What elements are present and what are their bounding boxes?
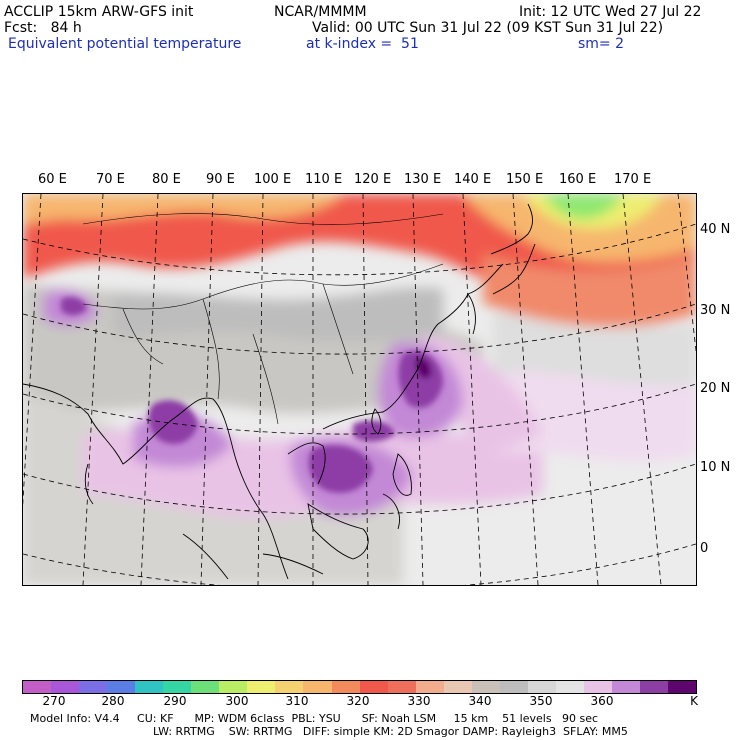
lon-label: 150 E xyxy=(506,172,544,187)
colorbar-swatch xyxy=(331,681,360,693)
colorbar-tick-label: 360 xyxy=(590,694,614,708)
init-time: Init: 12 UTC Wed 27 Jul 22 xyxy=(519,4,702,20)
colorbar-tick-label: 350 xyxy=(529,694,553,708)
colorbar-swatch xyxy=(275,681,304,693)
title-model: ACCLIP 15km ARW-GFS init xyxy=(4,4,194,20)
colorbar-tick-label: 280 xyxy=(101,694,125,708)
colorbar-swatch xyxy=(415,681,444,693)
colorbar-swatch xyxy=(135,681,164,693)
colorbar-swatch xyxy=(611,681,641,693)
colorbar-tick-label: 330 xyxy=(407,694,431,708)
colorbar-swatch xyxy=(79,681,108,693)
colorbar-swatch xyxy=(583,681,612,693)
colorbar-swatch xyxy=(387,681,416,693)
smoothing: sm= 2 xyxy=(578,36,625,52)
colorbar-tick-label: 290 xyxy=(163,694,187,708)
colorbar-swatch xyxy=(471,681,500,693)
lon-label: 140 E xyxy=(454,172,492,187)
lon-label: 80 E xyxy=(152,172,181,187)
theta-e-map xyxy=(23,194,696,585)
colorbar-swatch xyxy=(527,681,556,693)
colorbar-swatch xyxy=(191,681,220,693)
colorbar-tick-label: 310 xyxy=(285,694,309,708)
field-name: Equivalent potential temperature xyxy=(8,36,242,52)
colorbar-tick-label: 320 xyxy=(346,694,370,708)
forecast-hour: Fcst: 84 h xyxy=(4,20,82,36)
colorbar-swatch xyxy=(219,681,248,693)
colorbar-swatch xyxy=(23,681,52,693)
colorbar-units: K xyxy=(690,694,698,708)
lon-label: 60 E xyxy=(38,172,67,187)
lon-label: 160 E xyxy=(559,172,597,187)
colorbar-tick-label: 270 xyxy=(42,694,66,708)
lon-label: 120 E xyxy=(354,172,392,187)
colorbar-swatch xyxy=(499,681,528,693)
colorbar xyxy=(22,680,697,694)
colorbar-tick-label: 300 xyxy=(225,694,249,708)
lat-label: 30 N xyxy=(700,303,731,318)
colorbar-swatch xyxy=(107,681,136,693)
colorbar-swatch xyxy=(640,681,669,693)
lat-label: 10 N xyxy=(700,460,731,475)
lat-label: 0 xyxy=(700,541,709,556)
colorbar-swatch xyxy=(555,681,584,693)
colorbar-swatch xyxy=(51,681,80,693)
map-panel[interactable] xyxy=(22,193,697,586)
lon-label: 100 E xyxy=(254,172,292,187)
colorbar-swatch xyxy=(443,681,472,693)
valid-time: Valid: 00 UTC Sun 31 Jul 22 (09 KST Sun … xyxy=(312,20,664,36)
lon-label: 90 E xyxy=(206,172,235,187)
colorbar-swatch xyxy=(163,681,192,693)
colorbar-tick-label: 340 xyxy=(468,694,492,708)
colorbar-swatch xyxy=(668,681,697,693)
lon-label: 170 E xyxy=(614,172,652,187)
title-institution: NCAR/MMMM xyxy=(274,4,367,20)
lon-label: 110 E xyxy=(305,172,343,187)
colorbar-swatch xyxy=(247,681,276,693)
lon-label: 70 E xyxy=(96,172,125,187)
colorbar-swatch xyxy=(303,681,332,693)
vertical-level: at k-index = 51 xyxy=(306,36,419,52)
lat-label: 20 N xyxy=(700,381,731,396)
model-info-line1: Model Info: V4.4 CU: KF MP: WDM 6class P… xyxy=(30,712,599,725)
model-info-line2: LW: RRTMG SW: RRTMG DIFF: simple KM: 2D … xyxy=(153,725,628,738)
colorbar-swatch xyxy=(359,681,388,693)
lon-label: 130 E xyxy=(404,172,442,187)
lat-label: 40 N xyxy=(700,222,731,237)
